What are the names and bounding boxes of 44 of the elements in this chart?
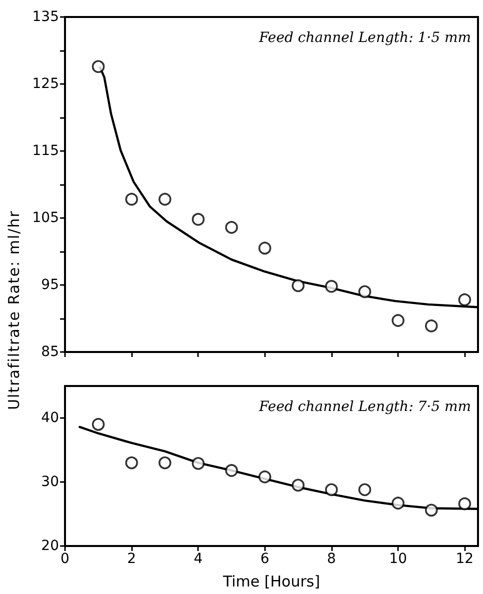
x-tick-label: 10 [389,551,407,567]
point [192,457,205,470]
point [158,192,172,206]
point [125,456,138,470]
x-tick-label: 6 [260,551,270,567]
point [458,293,472,306]
y-tick-label: 85 [41,344,59,360]
point [292,478,305,492]
point [424,504,438,517]
x-axis-title: Time [Hours] [222,572,320,590]
annotation: Feed channel Length: 1·5 mm [258,30,472,46]
x-tick-label: 4 [194,551,203,567]
point [258,242,272,255]
point [325,280,338,293]
y-tick-label: 20 [41,538,59,554]
y-tick-label: 115 [32,143,59,159]
y-tick-label: 40 [41,410,59,426]
y-tick-label: 105 [32,210,59,226]
point [325,483,338,496]
point [225,220,238,234]
point [392,496,404,510]
point [158,456,172,470]
point [424,319,438,332]
point [358,483,372,496]
point [358,285,372,298]
point [392,314,404,327]
point [458,497,472,510]
annotation: Feed channel Length: 7·5 mm [258,399,472,415]
y-tick-label: 135 [32,9,59,25]
point [258,470,272,484]
point [92,418,105,431]
x-tick-label: 12 [456,551,474,567]
x-tick-label: 0 [60,551,70,567]
point [92,60,105,73]
point [225,464,238,477]
y-tick-label: 95 [41,277,59,293]
y-axis-title: Ultrafiltrate Rate: ml/hr [5,210,23,410]
point [125,192,138,206]
point [292,279,305,292]
point [192,212,205,226]
x-tick-label: 2 [127,551,136,567]
y-tick-label: 125 [32,76,59,92]
y-tick-label: 30 [41,474,59,490]
x-tick-label: 8 [326,551,336,567]
